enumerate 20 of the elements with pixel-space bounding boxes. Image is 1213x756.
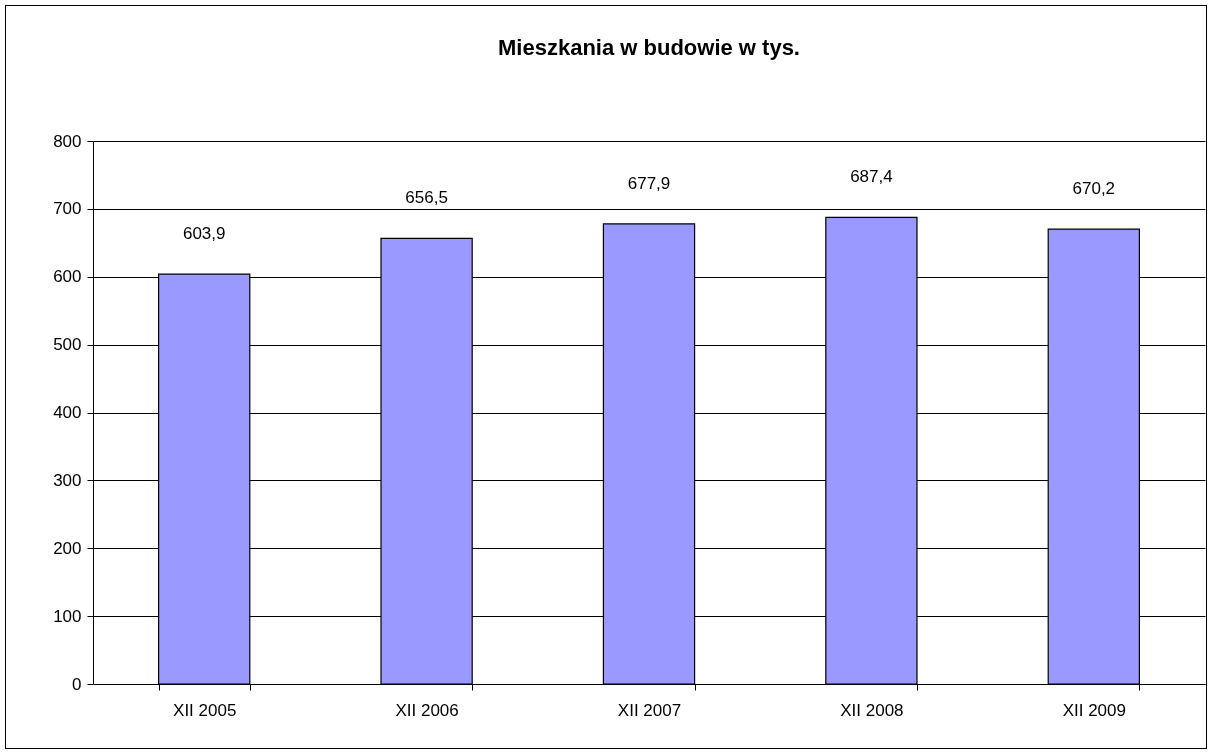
data-label: 670,2 [1072,179,1116,199]
x-tick-label: XII 2007 [617,700,682,720]
y-tick-label: 800 [53,131,82,151]
x-tick-label: XII 2009 [1062,700,1126,720]
data-label: 677,9 [627,173,671,193]
data-label: 656,5 [405,188,448,208]
y-tick-label: 600 [53,267,82,287]
chart-title: Mieszkania w budowie w tys. [498,35,800,60]
y-tick-label: 200 [53,538,82,558]
y-tick-label: 500 [53,335,82,355]
data-label: 603,9 [182,224,226,244]
y-tick-label: 0 [72,674,82,694]
y-tick-label: 300 [53,470,82,490]
y-tick-label: 400 [53,403,82,422]
y-tick-label: 100 [53,606,82,626]
x-tick-label: XII 2006 [395,700,459,720]
x-tick-label: XII 2005 [173,700,237,720]
x-tick-label: XII 2008 [840,700,904,720]
y-tick-label: 700 [53,199,82,219]
data-label: 687,4 [850,167,893,187]
